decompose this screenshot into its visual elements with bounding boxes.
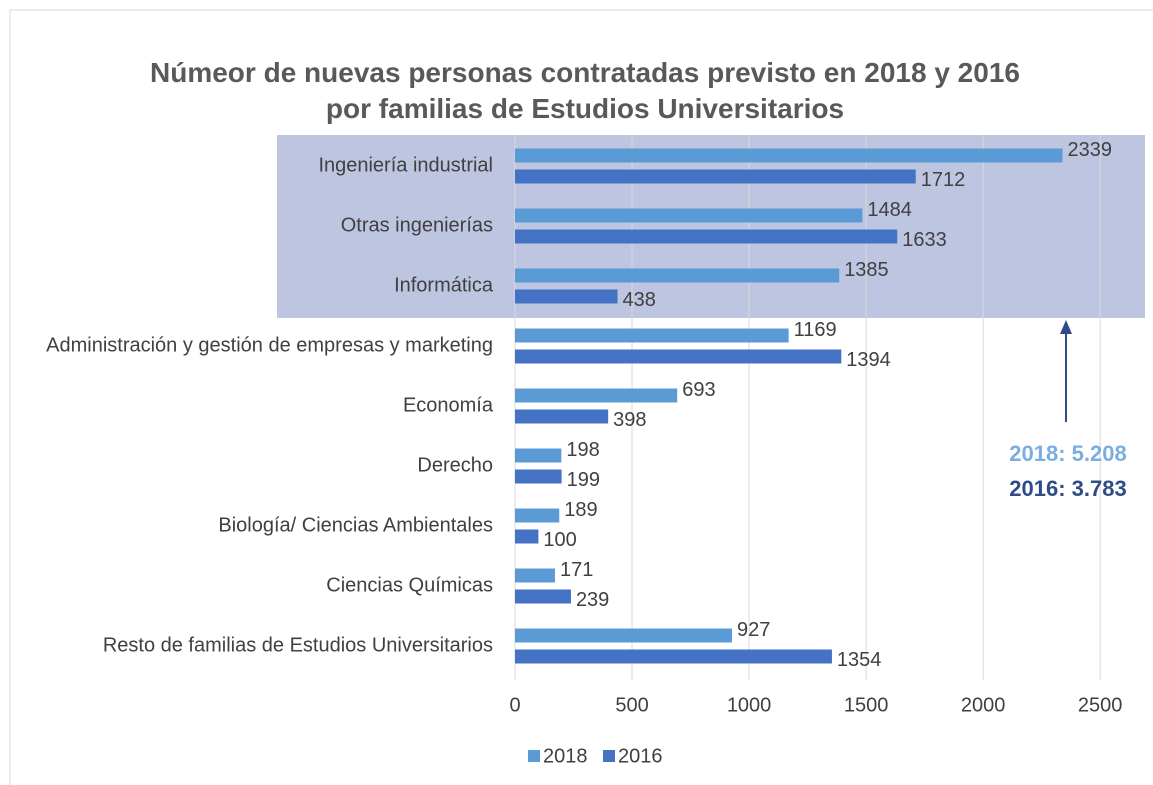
bar bbox=[515, 628, 732, 643]
annotation: 2018: 5.208 bbox=[1009, 441, 1126, 466]
bar bbox=[515, 469, 562, 484]
bar bbox=[515, 229, 898, 244]
bar bbox=[515, 448, 562, 463]
x-tick-label: 500 bbox=[615, 694, 648, 716]
data-label: 198 bbox=[566, 439, 599, 461]
y-tick-label: Informática bbox=[394, 274, 493, 297]
x-tick-label: 2500 bbox=[1078, 694, 1123, 716]
data-label: 1633 bbox=[902, 229, 947, 251]
chart-border bbox=[9, 9, 1153, 785]
data-label: 438 bbox=[623, 289, 656, 311]
bar bbox=[515, 289, 618, 304]
bar bbox=[515, 148, 1063, 163]
data-label: 171 bbox=[560, 559, 593, 581]
data-label: 2339 bbox=[1067, 139, 1112, 161]
bar bbox=[515, 208, 863, 223]
data-label: 1385 bbox=[844, 259, 889, 281]
data-label: 1712 bbox=[921, 169, 966, 191]
annotation: 2016: 3.783 bbox=[1009, 476, 1126, 501]
data-label: 100 bbox=[543, 529, 576, 551]
bar bbox=[515, 649, 832, 664]
data-label: 1354 bbox=[837, 649, 882, 671]
legend-swatch bbox=[603, 750, 615, 762]
legend-label: 2018 bbox=[543, 745, 588, 767]
y-tick-label: Otras ingenierías bbox=[340, 214, 493, 237]
chart-title: Númeor de nuevas personas contratadas pr… bbox=[150, 57, 1020, 124]
bar bbox=[515, 589, 571, 604]
bar bbox=[515, 349, 842, 364]
legend-swatch bbox=[528, 750, 540, 762]
data-label: 1484 bbox=[867, 199, 912, 221]
bar bbox=[515, 328, 789, 343]
bar bbox=[515, 508, 560, 523]
data-label: 398 bbox=[613, 409, 646, 431]
bar bbox=[515, 268, 840, 283]
data-label: 1169 bbox=[794, 319, 837, 341]
y-tick-label: Resto de familias de Estudios Universita… bbox=[102, 634, 493, 657]
bar bbox=[515, 409, 609, 424]
y-tick-label: Ciencias Químicas bbox=[326, 574, 493, 597]
bar bbox=[515, 169, 916, 184]
bar bbox=[515, 388, 678, 403]
data-label: 693 bbox=[682, 379, 715, 401]
x-tick-label: 1500 bbox=[844, 694, 889, 716]
y-tick-label: Economía bbox=[402, 394, 493, 417]
data-label: 1394 bbox=[846, 349, 891, 371]
x-tick-label: 0 bbox=[509, 694, 520, 716]
y-tick-label: Biología/ Ciencias Ambientales bbox=[218, 514, 493, 537]
bar bbox=[515, 568, 556, 583]
data-label: 927 bbox=[737, 619, 770, 641]
highlight-box bbox=[277, 135, 1145, 318]
bar bbox=[515, 529, 539, 544]
y-tick-label: Derecho bbox=[417, 454, 493, 477]
x-tick-label: 1000 bbox=[727, 694, 772, 716]
arrow-head bbox=[1060, 320, 1072, 334]
data-label: 199 bbox=[567, 469, 600, 491]
data-label: 189 bbox=[564, 499, 597, 521]
y-tick-label: Ingeniería industrial bbox=[318, 154, 493, 177]
x-tick-label: 2000 bbox=[961, 694, 1006, 716]
legend-label: 2016 bbox=[618, 745, 663, 767]
y-tick-label: Administración y gestión de empresas y m… bbox=[46, 334, 493, 357]
data-label: 239 bbox=[576, 589, 609, 611]
